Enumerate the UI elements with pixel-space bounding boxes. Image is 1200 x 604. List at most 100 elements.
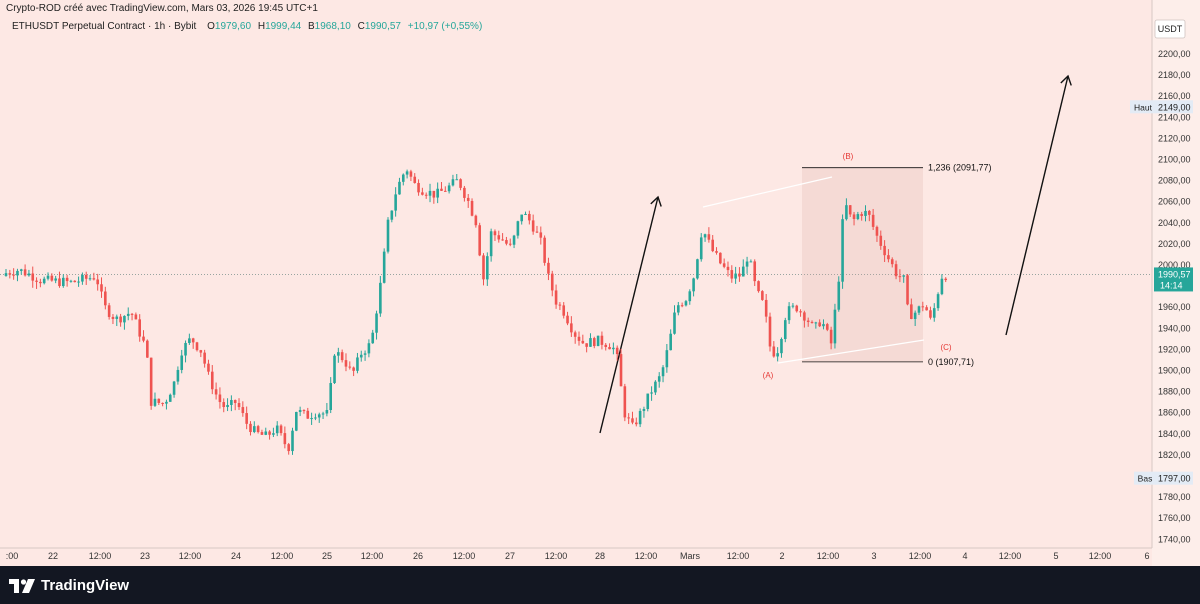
candle-body	[627, 417, 630, 419]
fib-zone[interactable]	[802, 167, 923, 362]
candle-body	[680, 305, 684, 307]
candle	[715, 247, 718, 255]
candle	[81, 272, 84, 285]
candle-body	[944, 278, 948, 281]
chart-area[interactable]: 2200,00 2180,00 2160,00 2140,00 2120,00 2100,…	[0, 0, 1200, 566]
candle-body	[516, 221, 520, 236]
last-price-badge[interactable]	[1154, 267, 1193, 292]
candle	[214, 382, 218, 400]
candle	[486, 252, 489, 286]
candle	[573, 330, 577, 344]
candle	[577, 331, 581, 346]
candle-body	[356, 357, 359, 371]
candle	[665, 343, 669, 373]
candle-body	[8, 273, 12, 275]
candle	[898, 269, 902, 283]
candle	[241, 401, 245, 417]
candle-body	[501, 239, 504, 241]
trend-arrow-1[interactable]	[599, 195, 662, 434]
x-tick-label: 3	[871, 551, 876, 561]
candle-body	[241, 407, 245, 414]
candle	[826, 322, 829, 332]
candle	[783, 317, 787, 343]
candle-body	[677, 305, 680, 313]
candle	[16, 268, 19, 282]
y-tick-label: 1900,00	[1158, 366, 1191, 376]
candle-body	[845, 205, 848, 220]
candle-body	[657, 376, 661, 382]
candle-body	[421, 192, 424, 195]
low-marker-label-bg	[1134, 471, 1156, 485]
candle-body	[673, 312, 676, 334]
candle	[910, 298, 913, 320]
candle	[409, 169, 413, 182]
candle	[879, 230, 883, 250]
candle-body	[386, 219, 390, 252]
candle-body	[126, 313, 130, 316]
fib-level-label: 0 (1907,71)	[928, 357, 974, 367]
candle	[493, 229, 497, 241]
candle-body	[291, 430, 294, 452]
candle-body	[264, 431, 268, 435]
candle	[451, 174, 455, 187]
trend-arrow-2[interactable]	[1005, 74, 1072, 336]
candle	[123, 315, 126, 330]
candle-body	[868, 210, 871, 215]
candle	[463, 185, 466, 202]
candle-body	[130, 313, 134, 315]
candle	[142, 330, 145, 343]
tradingview-brand[interactable]: TradingView	[9, 577, 129, 594]
price-chart[interactable]: 2200,00 2180,00 2160,00 2140,00 2120,00 2100,…	[0, 0, 1200, 566]
candle-body	[848, 205, 852, 215]
channel-line-upper[interactable]	[702, 176, 833, 208]
ohlc-high-key: H	[257, 21, 266, 32]
wave-label: (C)	[940, 343, 951, 352]
candle-body	[39, 281, 42, 284]
candle-body	[172, 381, 176, 395]
candle	[680, 302, 684, 308]
candle	[130, 312, 134, 321]
candle	[528, 210, 531, 225]
candle	[661, 365, 665, 383]
footer-bar	[0, 566, 1200, 604]
last-price-value: 1990,57	[1158, 269, 1191, 279]
candle	[547, 257, 550, 281]
candle	[401, 173, 405, 186]
candle-body	[401, 174, 405, 182]
candle	[356, 352, 359, 374]
x-tick-label: 12:00	[89, 551, 112, 561]
candle-body	[826, 324, 829, 330]
candle	[149, 357, 153, 410]
candle-body	[253, 426, 256, 433]
candle	[111, 314, 115, 325]
candle-body	[757, 281, 760, 292]
candle-body	[917, 306, 921, 313]
candle-body	[833, 309, 837, 344]
channel-line-lower[interactable]	[777, 339, 925, 364]
candle-body	[314, 417, 317, 419]
candle-body	[776, 353, 779, 357]
candle	[23, 264, 27, 277]
candle-body	[283, 433, 287, 445]
candle	[379, 276, 382, 317]
currency-badge[interactable]	[1154, 19, 1186, 39]
candle	[180, 349, 184, 374]
candle	[936, 292, 940, 311]
candle	[272, 427, 275, 438]
low-marker-value: 1797,00	[1158, 474, 1191, 484]
candle-body	[226, 404, 229, 408]
y-tick-label: 2080,00	[1158, 176, 1191, 186]
candle	[764, 293, 768, 323]
candle	[749, 259, 753, 263]
ohlc-close-value: 1990,57	[364, 21, 401, 32]
candle	[726, 261, 730, 277]
candle	[531, 214, 535, 235]
symbol-legend: ETHUSDT Perpetual Contract · 1h · Bybit …	[12, 21, 486, 32]
candle	[424, 192, 428, 199]
candle-body	[829, 329, 833, 344]
candle	[841, 214, 844, 289]
candle-body	[157, 398, 161, 403]
candle	[833, 303, 837, 349]
x-tick-label: 12:00	[545, 551, 568, 561]
candle-body	[440, 188, 443, 191]
